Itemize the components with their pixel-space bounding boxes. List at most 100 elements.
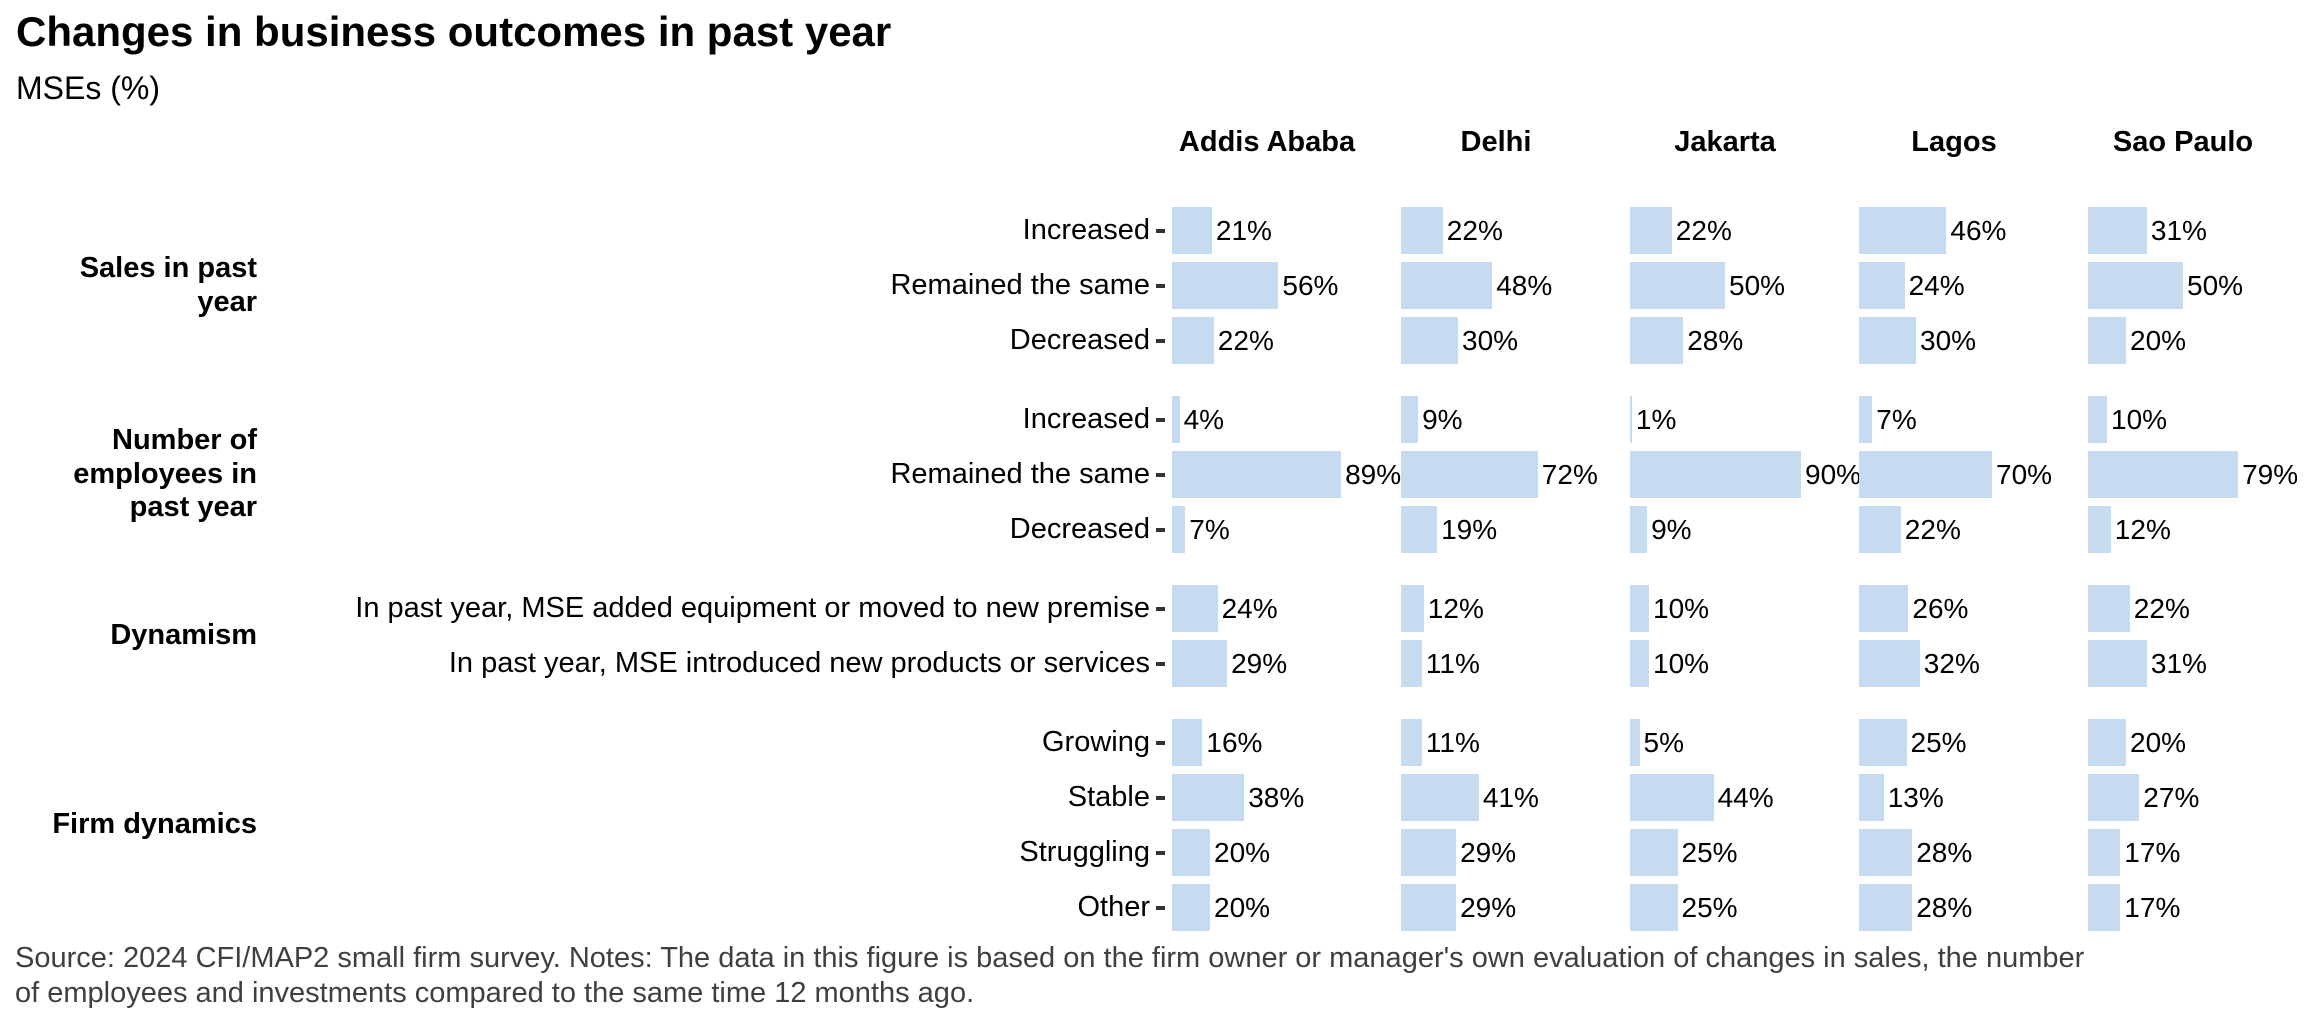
bar [1172, 262, 1279, 309]
bar-cell: 22% [1630, 207, 1859, 254]
bar-value-label: 30% [1920, 324, 1977, 356]
bar [1630, 207, 1672, 254]
bar-cell: 17% [2088, 829, 2304, 876]
bar [1630, 506, 1648, 553]
bar-cell: 70% [1859, 451, 2088, 498]
bar-value-label: 22% [1675, 214, 1732, 246]
bar-cell: 20% [2088, 719, 2304, 766]
bar-value-label: 26% [1912, 592, 1969, 624]
bar-cell: 9% [1401, 396, 1630, 443]
bar-value-label: 12% [1427, 592, 1484, 624]
bar [1172, 884, 1210, 931]
row-label: Decreased [1009, 513, 1150, 545]
bar [2088, 262, 2183, 309]
bar [1401, 451, 1538, 498]
bar-value-label: 20% [2130, 324, 2187, 356]
bar-cell: 17% [2088, 884, 2304, 931]
bar [1401, 506, 1438, 553]
bar [1401, 829, 1457, 876]
bar-value-label: 90% [1805, 458, 1859, 490]
bar [1630, 396, 1632, 443]
row-label: Increased [1022, 403, 1150, 435]
row-label: Remained the same [890, 458, 1150, 490]
bar-cell: 26% [1859, 585, 2088, 632]
column-header: Jakarta [1674, 126, 1776, 158]
bar [1859, 396, 1873, 443]
bar-cell: 4% [1172, 396, 1401, 443]
bar-cell: 90% [1630, 451, 1859, 498]
bar [1172, 451, 1342, 498]
axis-tick [1150, 262, 1172, 309]
bar [1630, 262, 1725, 309]
bar-value-label: 20% [1214, 891, 1271, 923]
axis-tick [1150, 884, 1172, 931]
bar [1859, 317, 1916, 364]
bar-cell: 25% [1630, 829, 1859, 876]
row-label: Growing [1042, 726, 1150, 758]
bar [1630, 884, 1678, 931]
column-header: Delhi [1460, 126, 1532, 158]
bar-cell: 22% [1859, 506, 2088, 553]
bar [2088, 396, 2107, 443]
bar-cell: 22% [2088, 585, 2304, 632]
axis-tick [1150, 719, 1172, 766]
bar-cell: 9% [1630, 506, 1859, 553]
group-label: Dynamism [110, 619, 257, 652]
bar-cell: 21% [1172, 207, 1401, 254]
bar-value-label: 12% [2114, 513, 2171, 545]
bar-value-label: 7% [1189, 513, 1230, 545]
bar-value-label: 10% [1653, 592, 1710, 624]
bar-cell: 28% [1630, 317, 1859, 364]
bar-value-label: 10% [2111, 403, 2168, 435]
bar-cell: 56% [1172, 262, 1401, 309]
chart-body: Sales in past year Increased 21% 22% 22% 46% 3… [0, 207, 2304, 931]
bar-value-label: 24% [1221, 592, 1278, 624]
bar [1401, 317, 1458, 364]
bar [2088, 719, 2126, 766]
bar-cell: 31% [2088, 640, 2304, 687]
bar-cell: 12% [1401, 585, 1630, 632]
bar-value-label: 28% [1916, 891, 1973, 923]
bar-value-label: 4% [1183, 403, 1225, 435]
row-label: Struggling [1019, 836, 1150, 868]
bar-cell: 5% [1630, 719, 1859, 766]
bar-cell: 7% [1172, 506, 1401, 553]
row-label: Increased [1022, 214, 1150, 246]
bar-value-label: 41% [1482, 781, 1539, 813]
bar [2088, 317, 2126, 364]
bar-cell: 50% [2088, 262, 2304, 309]
bar-value-label: 79% [2242, 458, 2299, 490]
bar [2088, 585, 2130, 632]
chart-group: Number of employees in past year Increase… [0, 396, 2304, 553]
row-label: Remained the same [890, 269, 1150, 301]
bar-cell: 11% [1401, 719, 1630, 766]
bar [1172, 506, 1186, 553]
bar [1172, 829, 1210, 876]
bar-cell: 10% [1630, 585, 1859, 632]
bar-value-label: 22% [1446, 214, 1503, 246]
bar [1401, 585, 1424, 632]
bar-cell: 20% [2088, 317, 2304, 364]
chart-group: Dynamism In past year, MSE added equipmen… [0, 585, 2304, 687]
bar-cell: 79% [2088, 451, 2304, 498]
axis-tick [1150, 506, 1172, 553]
bar-value-label: 27% [2143, 781, 2200, 813]
bar [1859, 640, 1920, 687]
group-label: Firm dynamics [52, 808, 257, 841]
bar-cell: 38% [1172, 774, 1401, 821]
bar-value-label: 50% [1729, 269, 1786, 301]
bar-cell: 32% [1859, 640, 2088, 687]
bar-cell: 27% [2088, 774, 2304, 821]
bar-value-label: 5% [1643, 726, 1684, 758]
bar-value-label: 29% [1231, 647, 1288, 679]
bar-value-label: 70% [1996, 458, 2053, 490]
bar-cell: 29% [1401, 884, 1630, 931]
column-header: Sao Paulo [2112, 126, 2254, 158]
bar [1859, 451, 1992, 498]
bar-cell: 29% [1401, 829, 1630, 876]
bar-value-label: 16% [1206, 726, 1263, 758]
bar [1401, 262, 1493, 309]
bar [1859, 719, 1907, 766]
bar-cell: 13% [1859, 774, 2088, 821]
bar [2088, 506, 2111, 553]
